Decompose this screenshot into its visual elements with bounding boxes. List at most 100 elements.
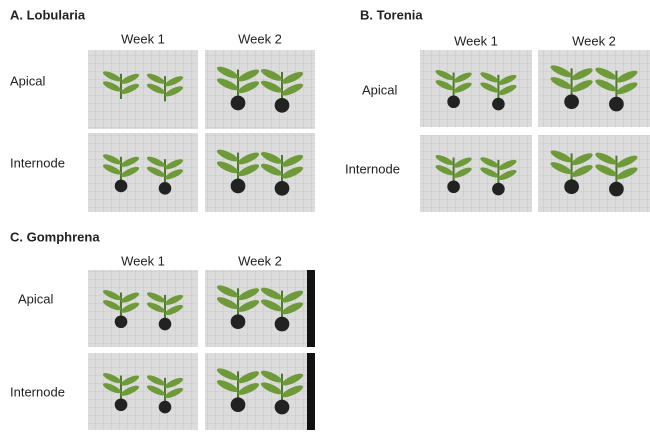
leaf xyxy=(435,69,454,81)
leaf xyxy=(146,83,166,94)
leaf xyxy=(260,299,283,312)
leaf xyxy=(120,375,140,386)
plant-photo xyxy=(205,50,315,129)
roots xyxy=(609,96,624,112)
leaf xyxy=(102,164,122,175)
leaf xyxy=(498,74,517,85)
leaf xyxy=(616,70,638,83)
plant-photo xyxy=(88,270,198,347)
leaf xyxy=(260,151,283,164)
leaf xyxy=(146,302,166,313)
leaf xyxy=(595,79,617,92)
row-label: Internode xyxy=(10,155,65,170)
plant-photo xyxy=(538,135,650,212)
leaf xyxy=(164,86,184,97)
leaf xyxy=(550,150,572,163)
plant-photo xyxy=(88,353,198,430)
leaf xyxy=(260,382,283,395)
plant-photo xyxy=(88,133,198,212)
leaf xyxy=(164,387,184,399)
roots xyxy=(274,316,290,332)
leaf xyxy=(453,82,472,93)
leaf xyxy=(281,385,304,398)
column-header: Week 1 xyxy=(121,253,165,268)
roots xyxy=(114,315,128,329)
leaf xyxy=(281,373,304,386)
leaf xyxy=(237,152,260,165)
leaf xyxy=(498,84,517,96)
leaf xyxy=(237,300,260,312)
leaf xyxy=(216,285,239,298)
column-header: Week 2 xyxy=(572,33,616,48)
leaf xyxy=(453,167,472,178)
leaf xyxy=(571,80,593,92)
leaf xyxy=(102,154,122,165)
leaf xyxy=(571,165,593,177)
leaf xyxy=(102,300,122,311)
leaf xyxy=(146,385,166,396)
leaf xyxy=(164,377,184,388)
leaf xyxy=(595,164,617,177)
leaf xyxy=(237,69,260,82)
leaf xyxy=(260,163,283,176)
leaf xyxy=(550,77,572,89)
leaf xyxy=(260,80,283,93)
roots xyxy=(492,97,505,111)
roots xyxy=(564,94,579,110)
leaf xyxy=(480,167,499,178)
panel-title: B. Torenia xyxy=(360,7,423,22)
leaf xyxy=(435,154,454,166)
leaf xyxy=(480,82,499,93)
plant-photo xyxy=(420,135,532,212)
leaf xyxy=(120,83,140,94)
leaf xyxy=(120,156,140,167)
roots xyxy=(447,180,460,194)
leaf xyxy=(102,289,122,301)
leaf xyxy=(435,80,454,91)
roots xyxy=(158,400,172,414)
row-label: Internode xyxy=(345,161,400,176)
leaf xyxy=(260,370,283,383)
leaf xyxy=(571,68,593,81)
photo-edge xyxy=(307,353,315,430)
plant-photo xyxy=(88,50,198,129)
leaf xyxy=(216,66,239,79)
panel-title: A. Lobularia xyxy=(10,7,86,22)
roots xyxy=(230,95,246,111)
row-label: Apical xyxy=(362,82,398,97)
leaf xyxy=(120,385,140,396)
leaf xyxy=(216,368,239,381)
leaf xyxy=(120,166,140,177)
leaf xyxy=(102,372,122,384)
leaf xyxy=(281,154,304,167)
roots xyxy=(447,95,460,109)
leaf xyxy=(260,68,283,81)
column-header: Week 1 xyxy=(454,33,498,48)
leaf xyxy=(146,73,166,84)
plant-photo xyxy=(205,353,315,430)
row-label: Internode xyxy=(10,384,65,399)
leaf xyxy=(550,65,572,78)
row-label: Apical xyxy=(18,291,54,306)
plant-photo xyxy=(205,133,315,212)
column-header: Week 2 xyxy=(238,31,282,46)
leaf xyxy=(237,164,260,177)
leaf xyxy=(164,304,184,316)
leaf xyxy=(453,157,472,168)
roots xyxy=(230,397,246,413)
leaf xyxy=(216,380,239,392)
roots xyxy=(274,98,290,113)
leaf xyxy=(102,71,122,82)
panel-title: C. Gomphrena xyxy=(10,229,100,244)
leaf xyxy=(164,159,184,170)
leaf xyxy=(435,165,454,176)
plant-photo xyxy=(205,270,315,347)
leaf xyxy=(216,161,239,174)
leaf xyxy=(550,162,572,174)
leaf xyxy=(237,288,260,301)
leaf xyxy=(120,73,140,84)
plant-photo xyxy=(420,50,532,127)
leaf xyxy=(281,166,304,179)
leaf xyxy=(453,72,472,83)
leaf xyxy=(164,294,184,305)
